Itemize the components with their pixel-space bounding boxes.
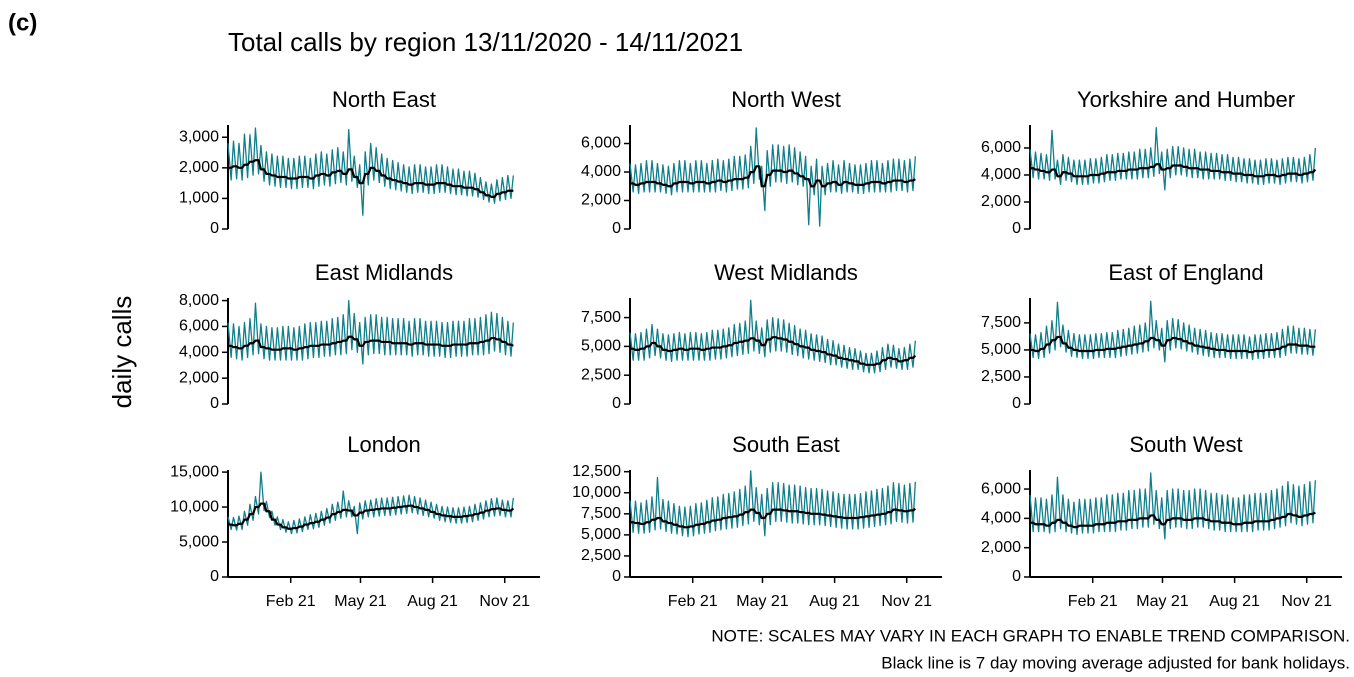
panel-label: (c)	[8, 9, 37, 36]
y-tick-label: 2,500	[581, 366, 621, 383]
y-tick-label: 4,000	[581, 163, 621, 180]
y-tick-label: 6,000	[581, 135, 621, 152]
y-tick-label: 6,000	[179, 318, 219, 335]
x-tick-label: May 21	[736, 593, 789, 610]
x-tick-label: Aug 21	[809, 593, 860, 610]
y-tick-label: 0	[210, 220, 219, 237]
chart-title: Total calls by region 13/11/2020 - 14/11…	[228, 27, 743, 57]
y-tick-label: 4,000	[981, 166, 1021, 183]
series-line	[630, 336, 917, 366]
panel-title: South East	[732, 432, 840, 457]
panel-title: West Midlands	[714, 260, 858, 285]
y-tick-label: 6,000	[981, 139, 1021, 156]
y-tick-label: 0	[210, 395, 219, 412]
y-tick-label: 3,000	[179, 128, 219, 145]
y-tick-label: 2,500	[581, 547, 621, 564]
x-tick-label: Nov 21	[479, 593, 530, 610]
y-tick-label: 5,000	[581, 526, 621, 543]
series-line	[630, 507, 916, 529]
y-tick-label: 2,000	[981, 193, 1021, 210]
y-tick-label: 0	[1012, 395, 1021, 412]
series-line	[227, 127, 514, 216]
panel-title: East of England	[1108, 260, 1263, 285]
x-tick-label: Aug 21	[407, 593, 458, 610]
x-tick-label: Feb 21	[266, 593, 316, 610]
y-tick-label: 4,000	[179, 344, 219, 361]
y-tick-label: 2,000	[581, 192, 621, 209]
series-line	[228, 502, 515, 530]
x-tick-label: Nov 21	[1281, 593, 1332, 610]
y-tick-label: 7,500	[981, 314, 1021, 331]
y-tick-label: 0	[612, 568, 621, 585]
series-line	[1030, 511, 1316, 529]
series-line	[227, 299, 514, 365]
y-tick-label: 7,500	[581, 309, 621, 326]
series-line	[629, 127, 916, 227]
y-tick-label: 0	[210, 568, 219, 585]
y-tick-label: 5,000	[179, 533, 219, 550]
series-line	[228, 335, 514, 351]
y-tick-label: 4,000	[981, 510, 1021, 527]
series-line	[227, 471, 514, 535]
x-tick-label: Nov 21	[881, 593, 932, 610]
x-tick-label: Aug 21	[1209, 593, 1260, 610]
y-tick-label: 7,500	[581, 505, 621, 522]
panel-title: East Midlands	[315, 260, 453, 285]
y-tick-label: 2,000	[179, 159, 219, 176]
panel-title: North West	[731, 87, 841, 112]
y-tick-label: 1,000	[179, 190, 219, 207]
y-tick-label: 8,000	[179, 292, 219, 309]
series-line	[228, 159, 514, 198]
x-tick-label: Feb 21	[1068, 593, 1118, 610]
y-tick-label: 5,000	[981, 341, 1021, 358]
note: Black line is 7 day moving average adjus…	[881, 653, 1350, 672]
y-tick-label: 0	[612, 395, 621, 412]
panel-title: North East	[332, 87, 436, 112]
x-tick-label: May 21	[1136, 593, 1189, 610]
panel-title: Yorkshire and Humber	[1077, 87, 1295, 112]
series-line	[1029, 472, 1316, 540]
panel-title: South West	[1129, 432, 1242, 457]
y-tick-label: 0	[612, 220, 621, 237]
y-axis-label: daily calls	[107, 296, 137, 409]
y-tick-label: 0	[1012, 220, 1021, 237]
series-line	[630, 165, 916, 188]
note: NOTE: SCALES MAY VARY IN EACH GRAPH TO E…	[711, 626, 1350, 645]
panel-title: London	[347, 432, 420, 457]
series-line	[629, 299, 916, 374]
series-line	[1030, 163, 1317, 178]
y-tick-label: 10,000	[170, 498, 219, 515]
x-tick-label: May 21	[334, 593, 387, 610]
y-tick-label: 10,000	[572, 484, 621, 501]
y-tick-label: 5,000	[581, 338, 621, 355]
y-tick-label: 0	[1012, 568, 1021, 585]
y-tick-label: 6,000	[981, 480, 1021, 497]
x-tick-label: Feb 21	[668, 593, 718, 610]
series-line	[1029, 300, 1316, 363]
series-line	[629, 470, 916, 538]
y-tick-label: 12,500	[572, 463, 621, 480]
series-line	[1029, 127, 1316, 191]
y-tick-label: 2,000	[981, 539, 1021, 556]
y-tick-label: 2,000	[179, 369, 219, 386]
y-tick-label: 2,500	[981, 368, 1021, 385]
y-tick-label: 15,000	[170, 463, 219, 480]
series-line	[1030, 335, 1316, 354]
